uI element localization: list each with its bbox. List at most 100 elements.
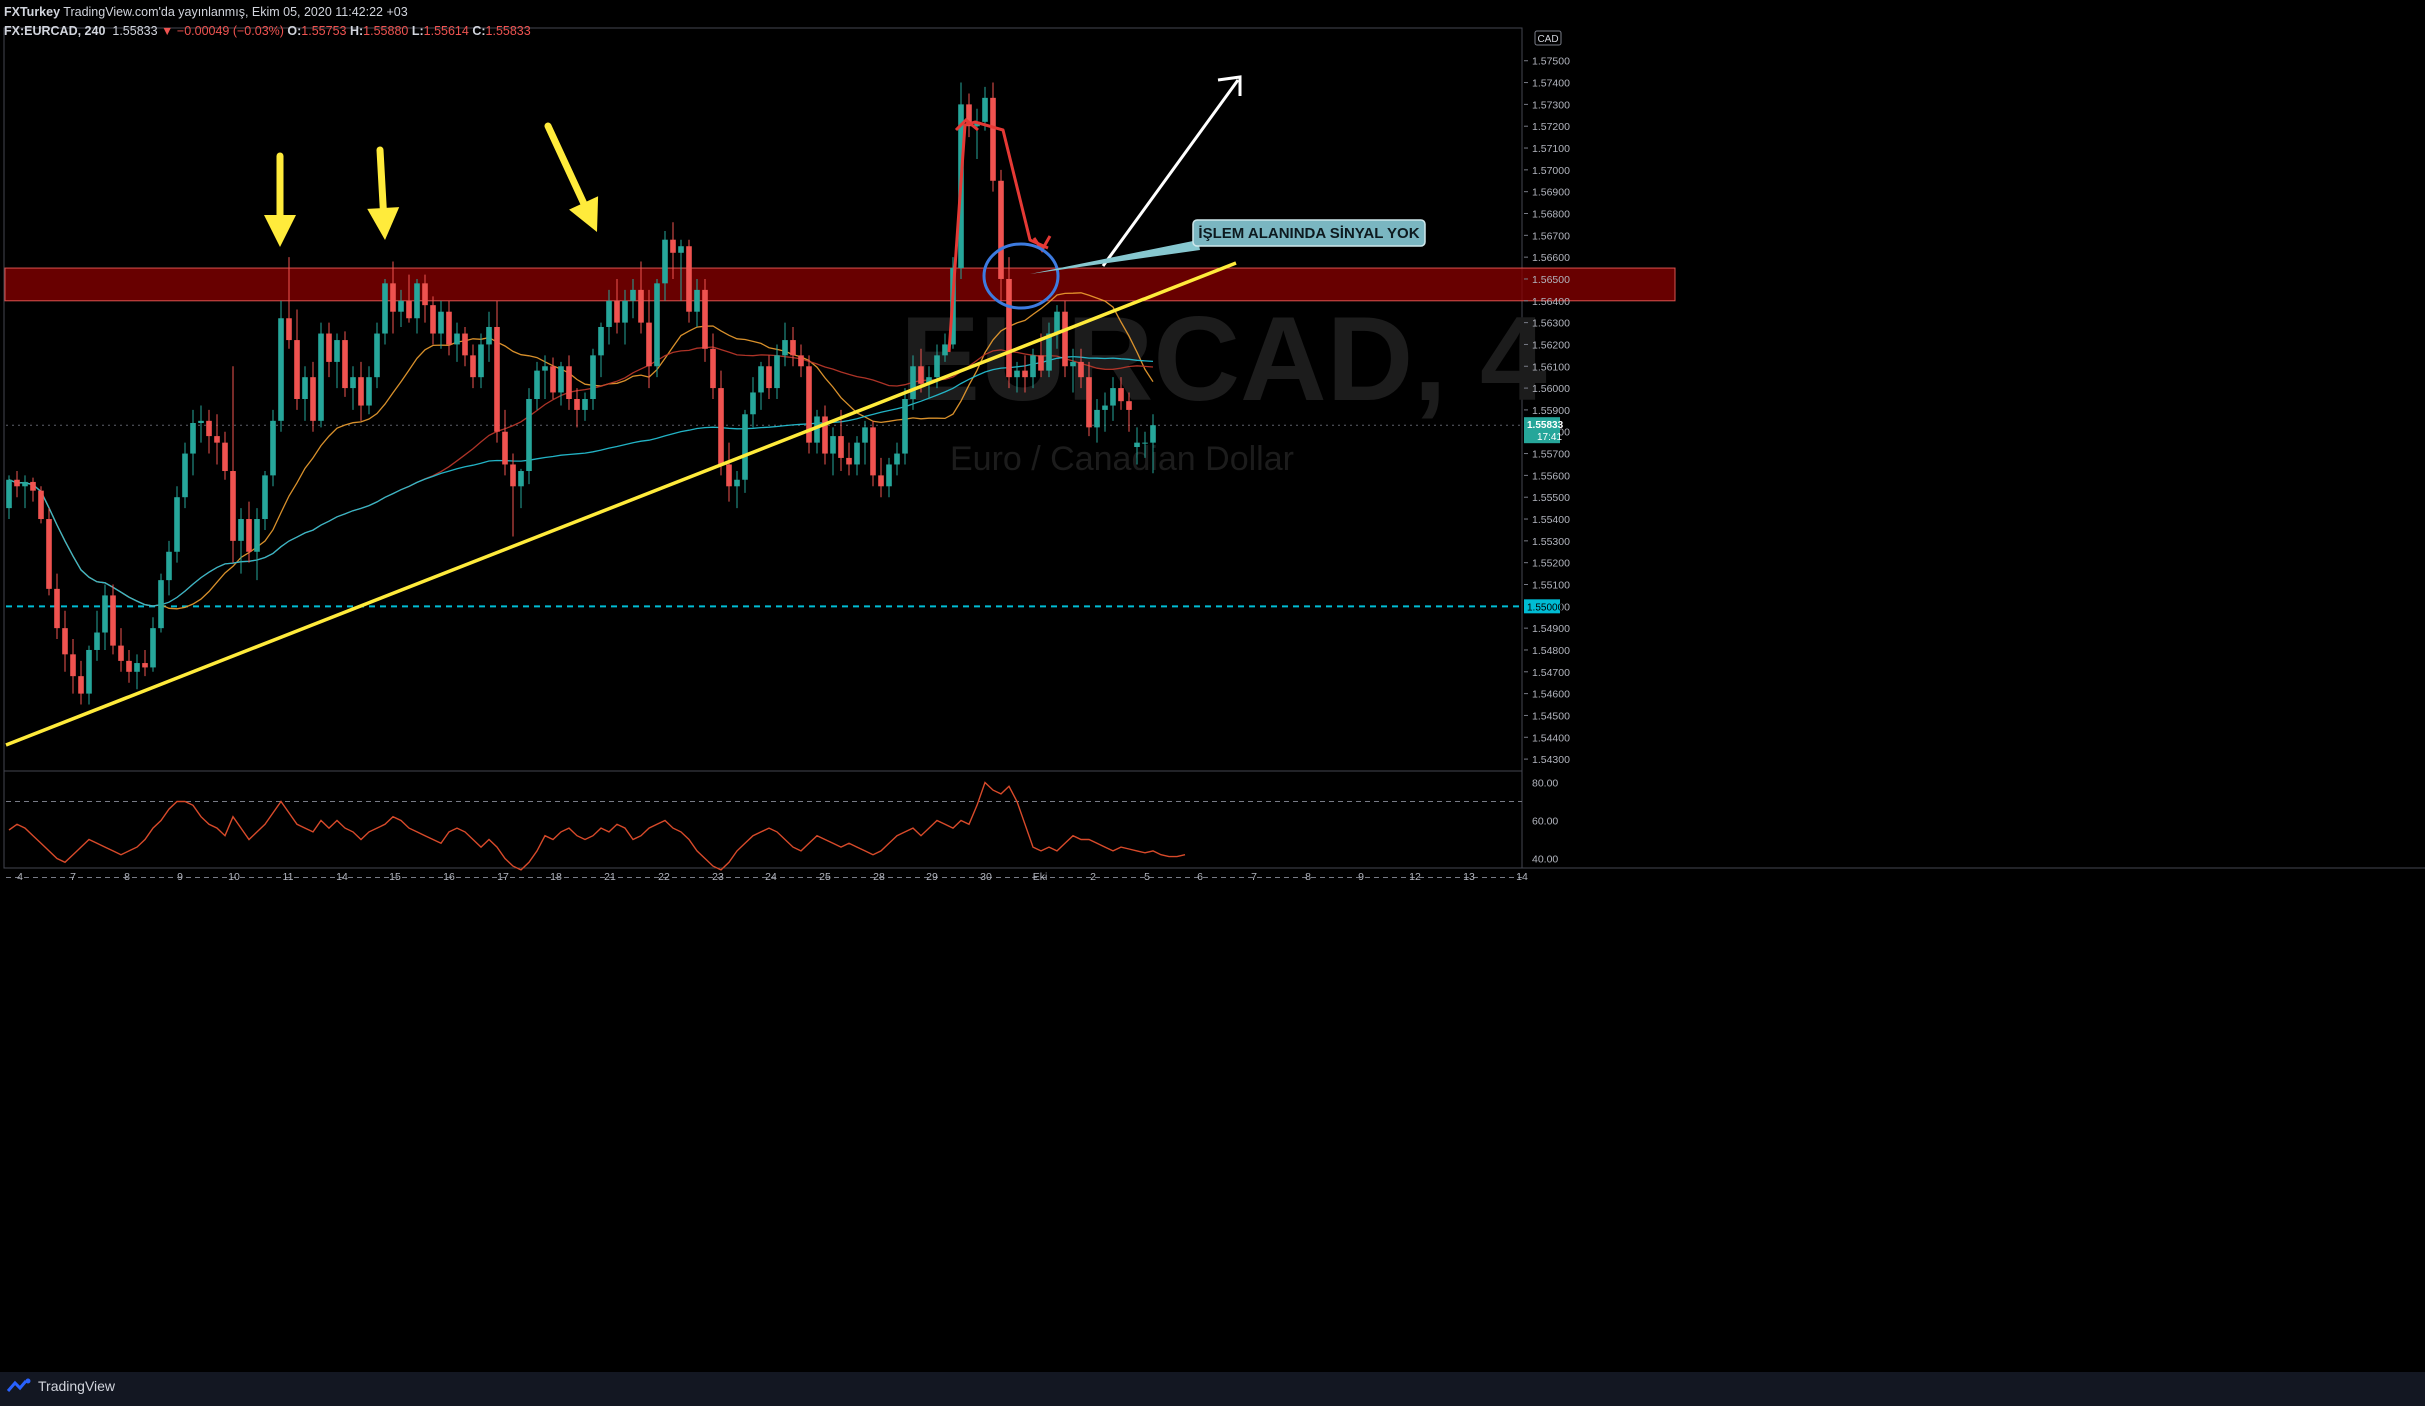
y-tick-label: 1.55300 [1532,536,1570,548]
candle-body [318,333,324,421]
candle-body [94,632,100,650]
x-tick-label: 14 [1516,871,1528,883]
candle-body [606,300,612,327]
candle-body [166,551,172,581]
candle-body [598,326,604,356]
candle-body [686,246,692,312]
candle-body [798,355,804,367]
open-value: 1.55753 [301,24,347,38]
candle-body [806,366,812,443]
x-tick-label: 23 [712,871,724,883]
candle-body [126,660,132,672]
candle-body [1134,442,1140,448]
candle-body [222,442,228,472]
candle-body [710,348,716,389]
countdown-text: 17:41 [1537,432,1562,443]
candle-body [494,326,500,432]
candle-body [374,333,380,378]
candle-body [414,283,420,319]
candle-body [78,676,84,694]
x-tick-label: 30 [980,871,992,883]
price-axis[interactable]: 1.57500 1.57400 1.57300 1.57200 1.57100 1.570… [1524,30,1570,866]
close-label: C: [472,24,486,38]
watermark-symbol: EURCAD, 4 [900,292,1547,426]
candle-body [118,645,124,661]
chart-frame [3,27,2425,869]
candle-body [286,318,292,341]
y-tick-label: 1.56300 [1532,318,1570,330]
candle-body [182,453,188,498]
x-tick-label: 25 [819,871,831,883]
x-tick-label: 6 [1197,871,1203,883]
candle-body [998,180,1004,279]
current-price-tag [1524,417,1560,444]
y-tick-label: 1.57100 [1532,143,1570,155]
y-tick-label: 1.56800 [1532,209,1570,221]
candle-body [886,464,892,487]
x-tick-label: 28 [873,871,885,883]
footer-bar [0,1372,2425,1406]
candle-body [22,481,28,487]
symbol-interval: FX:EURCAD, 240 [4,24,106,38]
y-tick-label: 1.56100 [1532,361,1570,373]
x-tick-label: 15 [389,871,401,883]
x-tick-label: 10 [228,871,240,883]
x-tick-label: 7 [1251,871,1257,883]
candle-body [726,464,732,487]
candle-body [870,427,876,476]
candles [6,82,1156,705]
candle-body [198,420,204,424]
candle-body [1126,401,1132,410]
red-arrowhead-top [954,117,979,132]
high-value: 1.55880 [363,24,409,38]
watermark-name: Euro / Canadian Dollar [950,440,1294,478]
red-projection-path [947,120,1049,353]
time-axis[interactable]: 4 7 8 9 10 11 14 15 16 17 18 21 22 23 24 25 28 29 30 Eki 2 5 6… [17,871,1528,883]
candle-body [62,628,68,655]
brand-label: TradingView [38,1378,116,1394]
candle-body [86,649,92,694]
x-tick-label: 14 [336,871,348,883]
candle-body [14,479,20,487]
candle-body [158,580,164,629]
candle-body [1046,333,1052,371]
rsi-pane [6,781,1522,878]
candle-body [366,377,372,406]
trendline [5,261,1237,747]
candle-body [54,588,60,629]
candle-body [46,519,52,589]
candle-body [902,399,908,454]
candle-body [358,377,364,406]
y-tick-label: 1.56700 [1532,230,1570,242]
candle-body [478,344,484,378]
candle-body [334,340,340,362]
ma-100 [8,355,1154,607]
y-tick-label: 1.54500 [1532,710,1570,722]
y-tick-label: 1.54400 [1532,732,1570,744]
rsi-tick-label: 80.00 [1532,778,1558,790]
tradingview-logo[interactable]: TradingView [6,1378,115,1394]
callout-box [1192,219,1426,247]
publish-info: TradingView.com'da yayınlanmış, Ekim 05,… [63,5,408,19]
signal-circle [982,242,1060,310]
y-tick-label: 1.55600 [1532,470,1570,482]
candle-body [934,355,940,378]
candle-body [718,388,724,465]
candle-body [230,471,236,541]
close-value: 1.55833 [485,24,531,38]
candle-body [1022,370,1028,378]
candle-body [174,497,180,552]
chart-header: FXTurkey TradingView.com'da yayınlanmış,… [4,3,531,41]
candle-body [630,289,636,301]
candle-body [438,311,444,334]
x-tick-label: 24 [765,871,777,883]
candle-body [486,326,492,345]
candle-body [662,239,668,284]
candle-body [70,654,76,677]
arrow-down-2-shaft [376,146,387,212]
y-tick-label: 1.57000 [1532,165,1570,177]
candle-body [110,595,116,646]
candle-body [734,479,740,487]
